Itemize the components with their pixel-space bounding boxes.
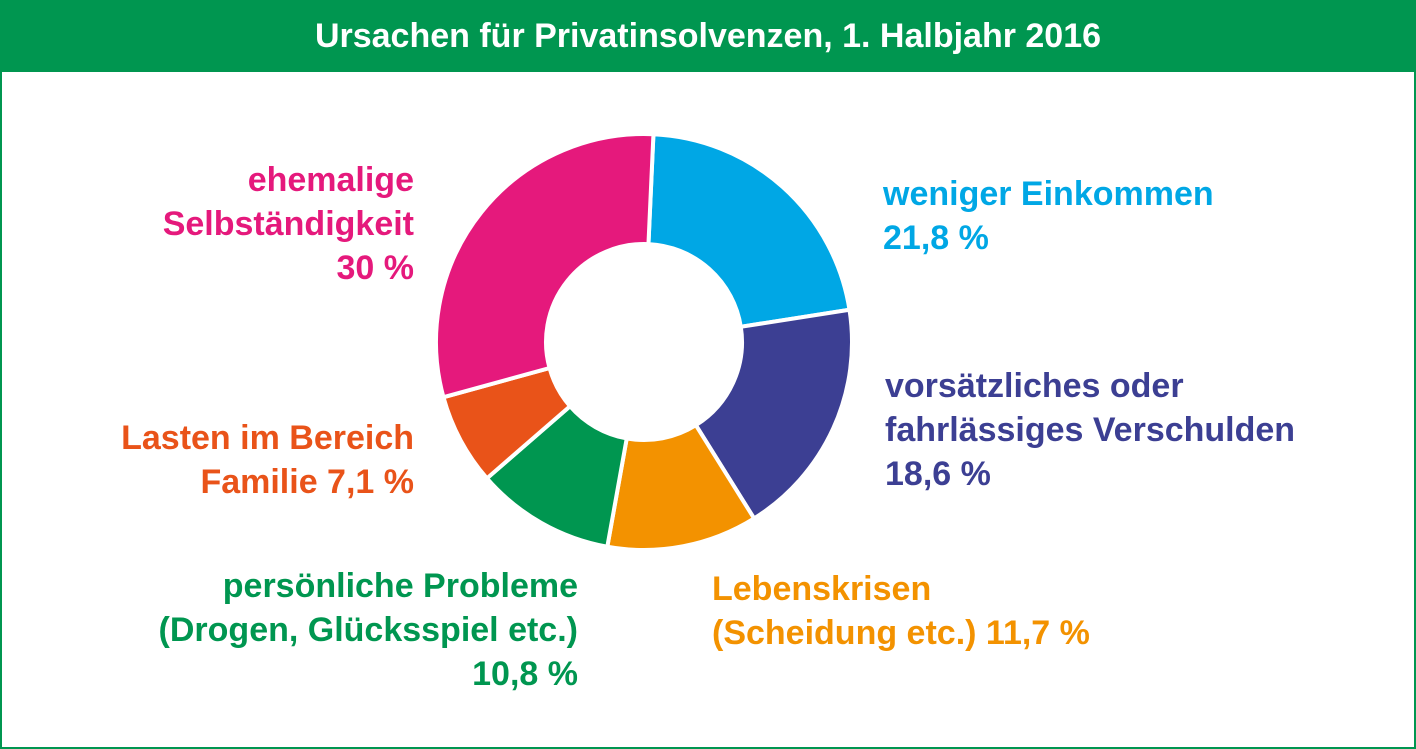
- donut-slice: [434, 132, 656, 400]
- slice-label: weniger Einkommen: [883, 175, 1214, 213]
- slice-label: ehemalige: [247, 161, 414, 199]
- slice-label: vorsätzliches oder: [885, 367, 1184, 405]
- slice-label: Lasten im Bereich: [121, 419, 414, 457]
- label-probleme: persönliche Probleme (Drogen, Glücksspie…: [159, 564, 578, 696]
- slice-label: Familie 7,1 %: [200, 463, 414, 501]
- slice-label: (Drogen, Glücksspiel etc.): [158, 611, 578, 649]
- donut-slice: [693, 307, 854, 522]
- slice-value: 30 %: [336, 249, 415, 287]
- label-lebenskrisen: Lebenskrisen (Scheidung etc.) 11,7 %: [712, 567, 1090, 655]
- label-familie: Lasten im Bereich Familie 7,1 %: [121, 416, 414, 504]
- chart-title: Ursachen für Privatinsolvenzen, 1. Halbj…: [0, 0, 1416, 72]
- slice-label: persönliche Probleme: [222, 567, 578, 605]
- slice-label: (Scheidung etc.) 11,7 %: [712, 614, 1090, 652]
- slice-label: Lebenskrisen: [712, 570, 932, 608]
- label-selbstaendigkeit: ehemalige Selbständigkeit 30 %: [163, 158, 414, 290]
- slice-label: Selbständigkeit: [162, 205, 414, 243]
- slice-value: 18,6 %: [885, 455, 991, 493]
- donut-slice: [646, 132, 852, 330]
- slice-value: 10,8 %: [472, 655, 578, 693]
- slice-label: fahrlässiges Verschulden: [885, 411, 1296, 449]
- slice-value: 21,8 %: [883, 219, 989, 257]
- label-weniger-einkommen: weniger Einkommen 21,8 %: [883, 172, 1214, 260]
- label-verschulden: vorsätzliches oder fahrlässiges Verschul…: [885, 364, 1295, 496]
